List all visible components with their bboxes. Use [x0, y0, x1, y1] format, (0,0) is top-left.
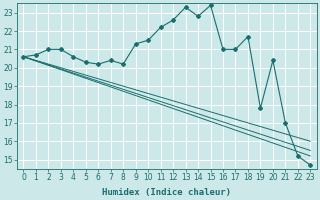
X-axis label: Humidex (Indice chaleur): Humidex (Indice chaleur)	[102, 188, 231, 197]
